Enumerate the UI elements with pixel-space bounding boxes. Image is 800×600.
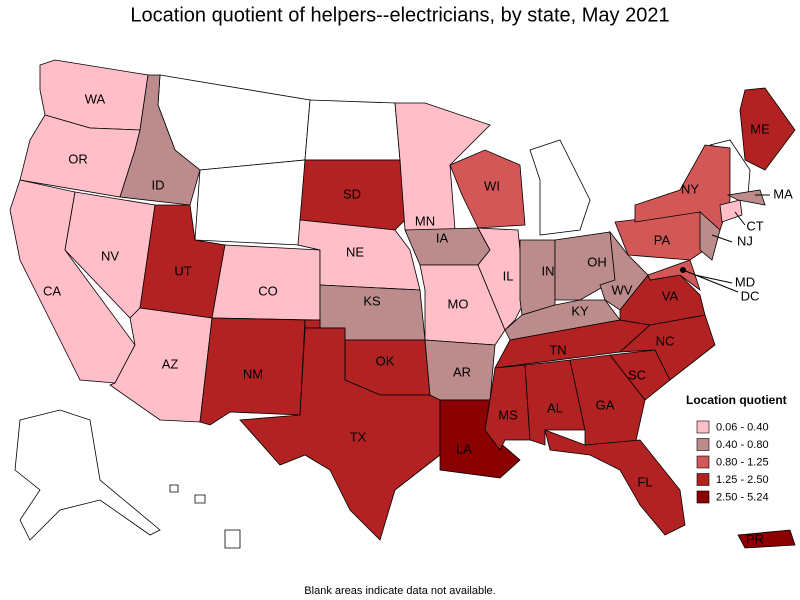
state-label: IL (503, 268, 514, 283)
no-data-state (224, 529, 241, 549)
state-label: WI (484, 178, 500, 193)
no-data-state (14, 409, 161, 541)
legend-swatch (696, 490, 710, 504)
state (239, 327, 441, 541)
state-label: ID (152, 177, 165, 192)
state (699, 211, 721, 261)
state-label: OK (376, 353, 395, 368)
no-data-state (304, 99, 401, 161)
state-label: NV (101, 248, 119, 263)
state-label: PA (654, 232, 671, 247)
state-label: NM (243, 366, 263, 381)
state-label: UT (174, 263, 191, 278)
legend-label: 0.06 - 0.40 (716, 421, 769, 433)
state (599, 230, 649, 311)
state-label: MO (448, 296, 469, 311)
state (394, 102, 491, 231)
legend-title: Location quotient (686, 393, 787, 407)
state-label: NE (346, 244, 364, 259)
leader-line (711, 234, 733, 243)
state-label: SC (628, 367, 646, 382)
state (554, 231, 616, 301)
state-label: WV (612, 282, 633, 297)
state-label: MA (773, 186, 793, 201)
state (647, 259, 701, 292)
state-label: ME (750, 121, 770, 136)
state (739, 87, 796, 171)
leader-line (682, 269, 739, 293)
legend-label: 1.25 - 2.50 (716, 474, 769, 486)
state (544, 429, 686, 536)
legend-swatch (696, 438, 710, 451)
state-label: MN (415, 213, 435, 228)
state (119, 74, 201, 206)
state (449, 149, 526, 229)
state-label: NC (656, 333, 675, 348)
state-label: IN (542, 263, 555, 278)
state-label: GA (596, 397, 615, 412)
state-label: AZ (162, 356, 179, 371)
state-label: AL (547, 400, 563, 415)
legend: Location quotient 0.06 - 0.40 0.40 - 0.80… (686, 393, 787, 503)
no-data-state (169, 484, 179, 493)
state-label: PR (746, 531, 764, 546)
state-label: OR (68, 151, 88, 166)
state-label: TN (549, 342, 566, 357)
state-label: NY (681, 181, 699, 196)
leader-line (734, 211, 746, 226)
map-title: Location quotient of helpers--electricia… (130, 4, 669, 26)
state-label: WA (85, 91, 106, 106)
state-label: AR (453, 364, 471, 379)
legend-label: 2.50 - 5.24 (716, 491, 769, 503)
state-label: TX (350, 429, 367, 444)
legend-swatch (696, 455, 710, 469)
state (299, 159, 406, 231)
state-label: KY (571, 303, 589, 318)
state-label: CO (258, 283, 278, 298)
state (719, 199, 743, 223)
state (477, 227, 526, 331)
no-data-state (529, 139, 591, 236)
state (634, 144, 731, 231)
state-label: VA (662, 288, 679, 303)
leader-line (694, 274, 733, 284)
state-label: OH (587, 254, 607, 269)
legend-label: 0.80 - 1.25 (716, 456, 769, 468)
legend-swatch (696, 420, 710, 434)
state-label: SD (343, 186, 361, 201)
state-label: CT (746, 218, 763, 233)
state (726, 189, 766, 206)
no-data-areas (14, 74, 751, 549)
legend-swatch (696, 473, 710, 486)
state-label: CA (43, 283, 61, 298)
no-data-state (194, 159, 306, 246)
state-label: LA (456, 441, 472, 456)
legend-label: 0.40 - 0.80 (716, 439, 769, 451)
no-data-state (194, 494, 206, 504)
state-label: MS (498, 407, 518, 422)
state-label: FL (637, 474, 652, 489)
state-label: IA (436, 230, 449, 245)
state (737, 529, 796, 549)
footnote: Blank areas indicate data not available. (304, 585, 495, 597)
state-label: DC (741, 288, 760, 303)
state-label: MD (735, 274, 755, 289)
state-label: KS (363, 293, 381, 308)
state-label: NJ (737, 233, 753, 248)
